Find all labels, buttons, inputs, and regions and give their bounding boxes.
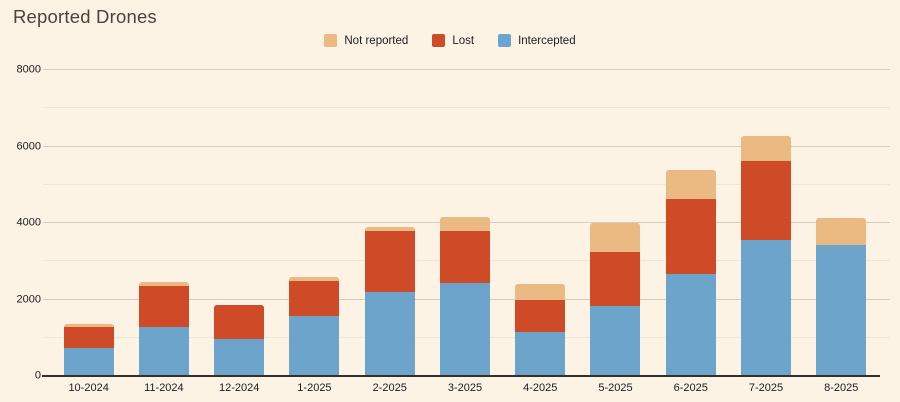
x-tick-label-6-2025: 6-2025 (673, 382, 708, 394)
x-tick-label-4-2025: 4-2025 (523, 382, 558, 394)
bar-segment-11-2024-intercepted[interactable] (138, 326, 189, 376)
x-tick-label-3-2025: 3-2025 (447, 382, 483, 394)
bar-segment-12-2024-lost[interactable] (214, 305, 265, 340)
legend-swatch-icon (432, 34, 446, 47)
bar-12-2024 (214, 70, 265, 376)
legend-label: Lost (452, 34, 475, 47)
x-tick-label-11-2024: 11-2024 (144, 382, 184, 394)
bar-segment-2-2025-intercepted[interactable] (364, 291, 415, 376)
bar-slot-10-2024 (51, 70, 126, 376)
legend-item-intercepted[interactable]: Intercepted (498, 34, 576, 47)
bar-8-2025 (816, 70, 867, 376)
bar-11-2024 (138, 70, 189, 376)
bar-segment-5-2025-lost[interactable] (590, 252, 641, 306)
x-tick-label-2-2025: 2-2025 (372, 382, 407, 394)
plot-area (42, 69, 890, 377)
legend-label: Intercepted (518, 34, 576, 47)
y-tick-label-6000: 6000 (16, 140, 41, 152)
y-tick-label-2000: 2000 (16, 293, 41, 305)
legend-item-not-reported[interactable]: Not reported (324, 34, 408, 47)
legend-swatch-icon (324, 34, 338, 47)
bar-slot-5-2025 (578, 70, 653, 376)
bar-5-2025 (590, 70, 641, 376)
legend-swatch-icon (498, 34, 512, 47)
bar-slot-7-2025 (728, 70, 803, 376)
gridline-major-8000 (43, 69, 890, 70)
legend: Not reported Lost Intercepted (0, 34, 900, 47)
x-tick-label-12-2024: 12-2024 (218, 382, 260, 394)
bar-1-2025 (289, 70, 340, 376)
bar-segment-1-2025-not-reported[interactable] (289, 277, 340, 282)
bar-segment-7-2025-intercepted[interactable] (741, 240, 792, 376)
y-tick-label-8000: 8000 (16, 63, 41, 76)
bar-segment-4-2025-intercepted[interactable] (515, 332, 566, 376)
bar-segment-3-2025-not-reported[interactable] (439, 217, 490, 231)
bar-slot-2-2025 (352, 70, 427, 376)
x-tick-label-10-2024: 10-2024 (68, 382, 109, 394)
bars-row (51, 70, 879, 376)
bar-segment-2-2025-lost[interactable] (364, 230, 415, 292)
bar-segment-7-2025-lost[interactable] (741, 161, 792, 241)
bar-slot-3-2025 (427, 70, 502, 376)
y-tick-label-0: 0 (34, 369, 41, 382)
bar-segment-1-2025-lost[interactable] (289, 281, 340, 317)
bar-slot-4-2025 (503, 70, 578, 376)
x-tick-label-5-2025: 5-2025 (598, 382, 633, 394)
gridline-minor-7000 (43, 107, 890, 109)
x-axis-baseline (42, 375, 880, 377)
bar-slot-11-2024 (126, 70, 201, 376)
gridline-minor-5000 (43, 183, 890, 185)
bar-segment-10-2024-lost[interactable] (63, 326, 114, 349)
bar-segment-10-2024-not-reported[interactable] (63, 324, 114, 327)
legend-item-lost[interactable]: Lost (432, 34, 474, 47)
bar-segment-4-2025-not-reported[interactable] (515, 284, 566, 300)
bar-segment-6-2025-intercepted[interactable] (665, 273, 716, 376)
bar-segment-6-2025-lost[interactable] (665, 198, 716, 274)
bar-segment-10-2024-intercepted[interactable] (63, 348, 114, 376)
bar-4-2025 (515, 70, 566, 376)
bar-segment-8-2025-intercepted[interactable] (816, 245, 867, 376)
legend-label: Not reported (344, 34, 409, 47)
bar-segment-2-2025-not-reported[interactable] (364, 227, 415, 231)
bar-segment-7-2025-not-reported[interactable] (741, 135, 792, 162)
bar-segment-5-2025-intercepted[interactable] (590, 305, 641, 376)
bar-10-2024 (63, 70, 114, 376)
bar-2-2025 (364, 70, 415, 376)
bar-3-2025 (439, 70, 490, 376)
y-tick-label-4000: 4000 (16, 216, 41, 229)
bar-segment-11-2024-not-reported[interactable] (138, 282, 189, 287)
y-axis-labels: 0 2000 4000 6000 8000 (0, 64, 44, 381)
bar-segment-4-2025-lost[interactable] (515, 299, 566, 333)
bar-slot-6-2025 (653, 70, 728, 376)
chart-title: Reported Drones (13, 6, 157, 27)
bar-segment-3-2025-lost[interactable] (439, 230, 490, 284)
bar-segment-11-2024-lost[interactable] (138, 286, 189, 327)
bar-slot-8-2025 (804, 70, 879, 376)
x-tick-label-1-2025: 1-2025 (297, 382, 332, 394)
bar-slot-12-2024 (202, 70, 277, 376)
bar-7-2025 (741, 70, 792, 376)
gridline-major-6000 (43, 145, 890, 147)
bar-6-2025 (665, 70, 716, 376)
bar-segment-8-2025-not-reported[interactable] (816, 218, 867, 246)
bar-slot-1-2025 (277, 70, 352, 376)
x-tick-label-8-2025: 8-2025 (824, 382, 859, 394)
x-axis-labels: 10-2024 11-2024 12-2024 1-2025 2-2025 3-2025 4… (51, 382, 879, 394)
bar-segment-3-2025-intercepted[interactable] (439, 283, 490, 376)
bar-segment-6-2025-not-reported[interactable] (665, 169, 716, 199)
bar-segment-1-2025-intercepted[interactable] (289, 316, 340, 376)
x-tick-label-7-2025: 7-2025 (748, 382, 784, 394)
bar-segment-12-2024-intercepted[interactable] (214, 339, 265, 376)
bar-segment-5-2025-not-reported[interactable] (590, 223, 641, 253)
